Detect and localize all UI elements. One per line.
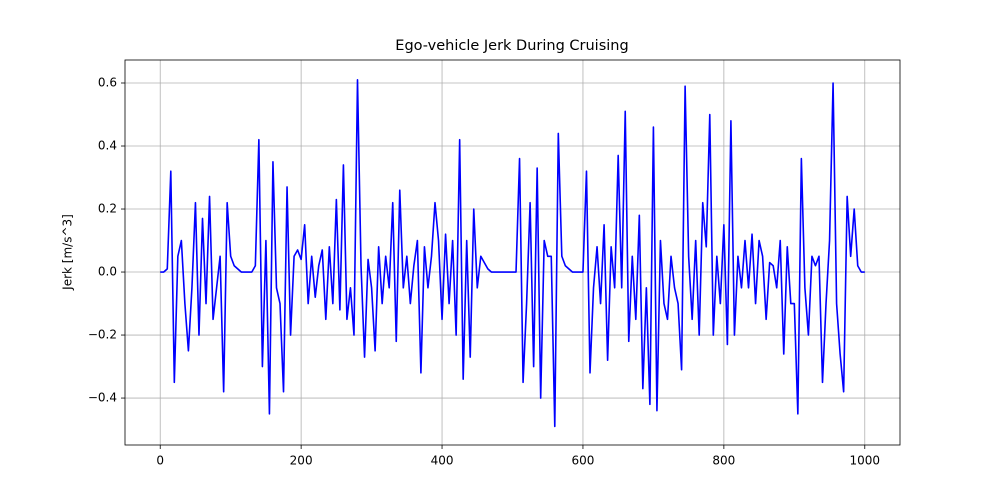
chart-title: Ego-vehicle Jerk During Cruising	[395, 38, 628, 54]
x-tick-label: 0	[156, 454, 164, 468]
data-line	[160, 79, 865, 428]
x-tick-label: 200	[290, 454, 313, 468]
y-tick-label: 0.6	[98, 75, 117, 89]
y-tick-label: 0.4	[98, 139, 117, 153]
y-tick-label: 0.2	[98, 202, 117, 216]
y-axis-label: Jerk [m/s^3]	[61, 214, 75, 291]
x-tick-label: 400	[431, 454, 454, 468]
y-tick-label: 0.0	[98, 265, 117, 279]
y-tick-label: −0.2	[88, 328, 117, 342]
x-tick-label: 800	[712, 454, 735, 468]
x-tick-label: 1000	[849, 454, 880, 468]
plot-frame	[124, 59, 901, 446]
y-tick-label: −0.4	[88, 391, 117, 405]
x-tick-label: 600	[572, 454, 595, 468]
